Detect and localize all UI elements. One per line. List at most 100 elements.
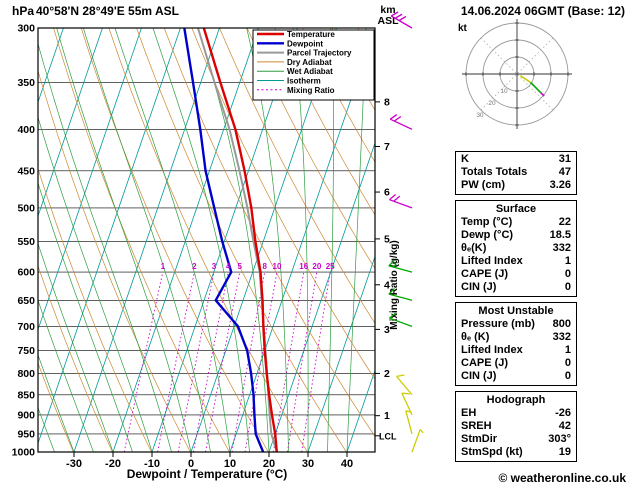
table-row: StmDir 303°	[456, 433, 576, 446]
hodograph-box: Hodograph EH -26 SREH 42 StmDir 303° StmSpd (k…	[455, 391, 577, 462]
hodograph-title: Hodograph	[486, 394, 546, 406]
row-value: 332	[552, 242, 571, 254]
table-row: CIN (J) 0	[456, 281, 576, 294]
table-row: θₑ (K) 332	[456, 331, 576, 344]
svg-text:950: 950	[17, 428, 35, 440]
pressure-tick-labels: 300 350 400 450 500 550 600 650 700 750 800 850 900 9…	[12, 23, 36, 459]
svg-text:10: 10	[224, 458, 236, 470]
dewpoint-curve	[183, 28, 265, 452]
svg-text:300: 300	[17, 23, 35, 35]
svg-text:750: 750	[17, 345, 35, 357]
svg-text:450: 450	[17, 165, 35, 177]
svg-text:10: 10	[273, 262, 282, 271]
svg-text:8: 8	[384, 96, 390, 108]
wind-barbs	[388, 11, 424, 453]
row-label: SREH	[461, 420, 492, 432]
svg-text:40: 40	[341, 458, 353, 470]
surface-title: Surface	[495, 203, 537, 215]
mixing-ratio-lines	[123, 272, 331, 452]
temperature-axis: -30 -20 -10 0 10 20 30 40 Dewpoint / Temperature…	[66, 452, 353, 481]
svg-text:3: 3	[384, 324, 390, 336]
row-value: 22	[558, 216, 571, 228]
svg-text:1: 1	[161, 262, 166, 271]
svg-text:Temperature: Temperature	[287, 30, 335, 39]
row-value: -26	[555, 407, 571, 419]
most-unstable-box: Most Unstable Pressure (mb) 800 θₑ (K) 332 L…	[455, 302, 577, 386]
page-title: 40°58'N 28°49'E 55m ASL	[36, 4, 179, 18]
row-value: 3.26	[549, 179, 571, 191]
hodograph-unit-label: kt	[458, 23, 468, 34]
svg-text:900: 900	[17, 409, 35, 421]
svg-text:Dewpoint / Temperature (°C): Dewpoint / Temperature (°C)	[127, 467, 288, 481]
row-value: 31	[558, 153, 571, 165]
row-label: θₑ (K)	[461, 331, 490, 343]
row-label: Temp (°C)	[461, 216, 513, 228]
copyright: © weatheronline.co.uk	[498, 471, 626, 485]
row-value: 18.5	[549, 229, 571, 241]
svg-text:Dewpoint: Dewpoint	[287, 39, 323, 48]
hodograph-trace	[530, 81, 542, 94]
row-value: 1	[564, 344, 571, 356]
row-label: Lifted Index	[461, 344, 523, 356]
svg-text:500: 500	[17, 202, 35, 214]
lcl-label: LCL	[379, 431, 397, 441]
svg-text:-10: -10	[144, 458, 160, 470]
svg-text:25: 25	[326, 262, 335, 271]
mixing-ratio-axis-label: Mixing Ratio (g/kg)	[389, 240, 400, 329]
row-value: 19	[558, 446, 571, 458]
row-value: 303°	[548, 433, 571, 445]
svg-text:4: 4	[226, 262, 231, 271]
row-label: CAPE (J)	[461, 268, 509, 280]
table-row: Lifted Index 1	[456, 255, 576, 268]
row-label: StmDir	[461, 433, 498, 445]
row-value: 42	[558, 420, 571, 432]
svg-text:Wet Adiabat: Wet Adiabat	[287, 67, 333, 76]
table-row: CIN (J) 0	[456, 370, 576, 383]
svg-text:20: 20	[488, 100, 496, 107]
svg-text:20: 20	[263, 458, 275, 470]
row-value: 332	[552, 331, 571, 343]
datetime-label: 14.06.2024 06GMT (Base: 12)	[460, 4, 625, 18]
skewt-chart: 3003504004505005506006507007508008509009…	[12, 4, 424, 481]
row-label: PW (cm)	[461, 179, 505, 191]
svg-text:30: 30	[476, 112, 484, 119]
svg-text:4: 4	[384, 279, 390, 291]
row-label: Pressure (mb)	[461, 318, 535, 330]
table-row: CAPE (J) 0	[456, 357, 576, 370]
row-label: Dewp (°C)	[461, 229, 514, 241]
indices-panel: K 31 Totals Totals 47 PW (cm) 3.26 Surface Te…	[455, 151, 577, 467]
table-row: CAPE (J) 0	[456, 268, 576, 281]
row-value: 1	[564, 255, 571, 267]
svg-text:1000: 1000	[12, 447, 36, 459]
row-label: CIN (J)	[461, 281, 497, 293]
svg-text:Mixing Ratio: Mixing Ratio	[287, 86, 335, 95]
stability-indices-box: K 31 Totals Totals 47 PW (cm) 3.26	[455, 151, 577, 195]
svg-text:850: 850	[17, 389, 35, 401]
table-row: Totals Totals 47	[456, 166, 576, 179]
hodograph-trace	[519, 75, 532, 84]
svg-text:1: 1	[384, 410, 390, 422]
svg-text:5: 5	[237, 262, 242, 271]
table-row: EH -26	[456, 407, 576, 420]
row-label: StmSpd (kt)	[461, 446, 523, 458]
row-value: 0	[564, 281, 571, 293]
table-row: PW (cm) 3.26	[456, 179, 576, 192]
svg-text:350: 350	[17, 77, 35, 89]
row-label: CIN (J)	[461, 370, 497, 382]
row-label: Totals Totals	[461, 166, 528, 178]
svg-text:6: 6	[384, 187, 390, 199]
svg-text:Parcel Trajectory: Parcel Trajectory	[287, 49, 352, 58]
svg-text:650: 650	[17, 295, 35, 307]
svg-text:8: 8	[262, 262, 267, 271]
table-row: Lifted Index 1	[456, 344, 576, 357]
svg-text:16: 16	[299, 262, 308, 271]
svg-text:2: 2	[192, 262, 197, 271]
hodograph-plot: kt 10 20 30	[458, 19, 572, 129]
temperature-curve	[202, 28, 278, 452]
table-row: Pressure (mb) 800	[456, 318, 576, 331]
isotherm-lines	[38, 28, 375, 452]
most-unstable-title: Most Unstable	[478, 305, 554, 317]
row-value: 0	[564, 268, 571, 280]
